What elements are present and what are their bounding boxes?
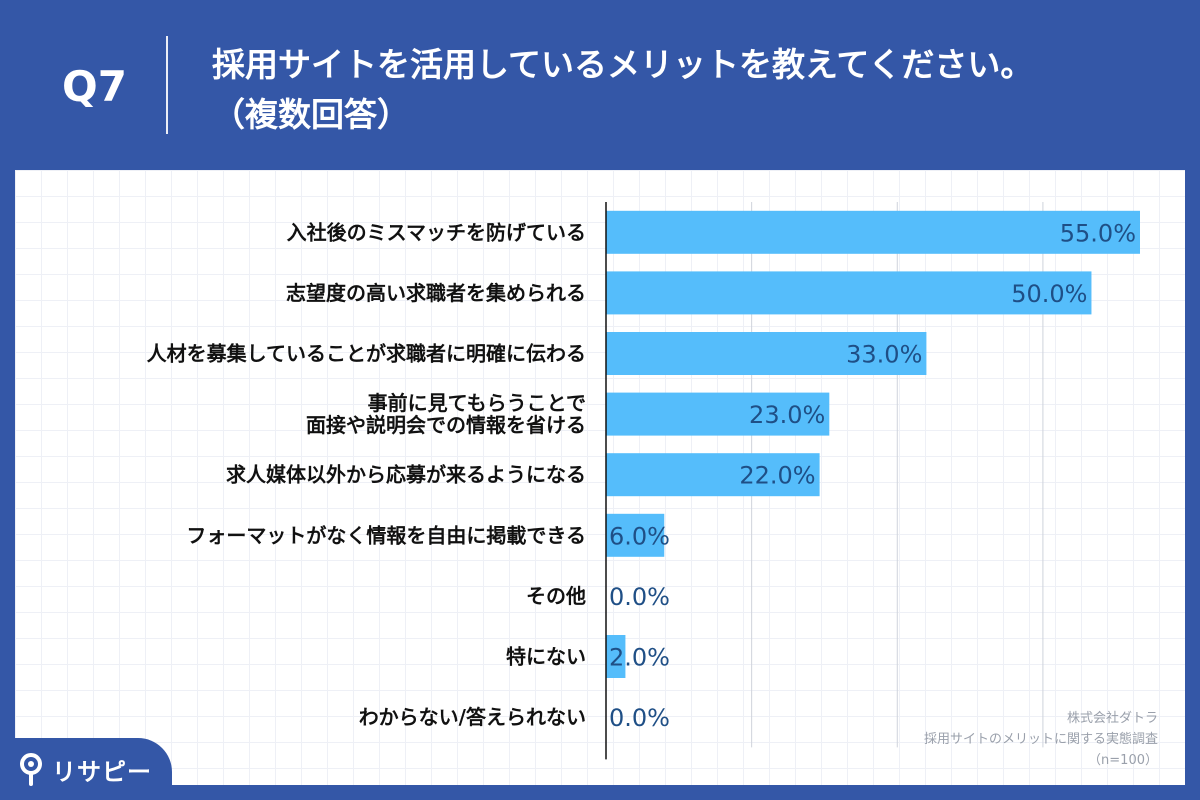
value-label-3: 33.0% (846, 341, 922, 369)
question-title-line1: 採用サイトを活用しているメリットを教えてください。 (212, 45, 1034, 84)
brand-name: リサピー (52, 757, 152, 786)
bar-2 (606, 271, 1092, 315)
category-label-8: 特にない (506, 645, 586, 669)
question-number: Q7 (62, 62, 127, 111)
value-label-7: 0.0% (609, 583, 670, 611)
question-title-line2: （複数回答） (212, 95, 410, 134)
category-label-9: わからない/答えられない (359, 705, 586, 729)
category-label-2: 志望度の高い求職者を集められる (286, 281, 586, 305)
category-label-5: 求人媒体以外から応募が来るようになる (226, 463, 586, 487)
bar-1 (606, 210, 1140, 254)
brand-logo: リサピー (0, 738, 172, 800)
header-divider (166, 36, 168, 134)
value-label-4: 23.0% (749, 401, 825, 429)
credit-company: 株式会社ダトラ (1066, 711, 1158, 726)
category-label-3: 人材を募集していることが求職者に明確に伝わる (147, 342, 586, 366)
value-label-6: 6.0% (609, 522, 670, 550)
bar-6 (606, 513, 665, 557)
credit-sample: （n=100） (1088, 753, 1158, 768)
value-label-2: 50.0% (1011, 280, 1087, 308)
value-label-9: 0.0% (609, 704, 670, 732)
category-label-4: 事前に見てもらうことで面接や説明会での情報を省ける (306, 391, 586, 437)
bar-5 (606, 453, 820, 497)
value-label-5: 22.0% (739, 462, 815, 490)
category-label-6: フォーマットがなく情報を自由に掲載できる (186, 523, 586, 547)
bar-8 (606, 635, 626, 678)
pin-icon (20, 753, 42, 786)
value-label-1: 55.0% (1060, 219, 1136, 247)
category-label-1: 入社後のミスマッチを防げている (287, 220, 586, 244)
source-credit: 株式会社ダトラ 採用サイトのメリットに関する実態調査 （n=100） (924, 708, 1158, 771)
question-title: 採用サイトを活用しているメリットを教えてください。 （複数回答） (212, 40, 1033, 140)
chart-panel (15, 170, 1185, 785)
bar-4 (606, 392, 830, 436)
credit-survey: 採用サイトのメリットに関する実態調査 (923, 732, 1158, 747)
category-label-7: その他 (526, 584, 586, 608)
bar-3 (606, 332, 927, 375)
value-label-8: 2.0% (609, 644, 670, 672)
